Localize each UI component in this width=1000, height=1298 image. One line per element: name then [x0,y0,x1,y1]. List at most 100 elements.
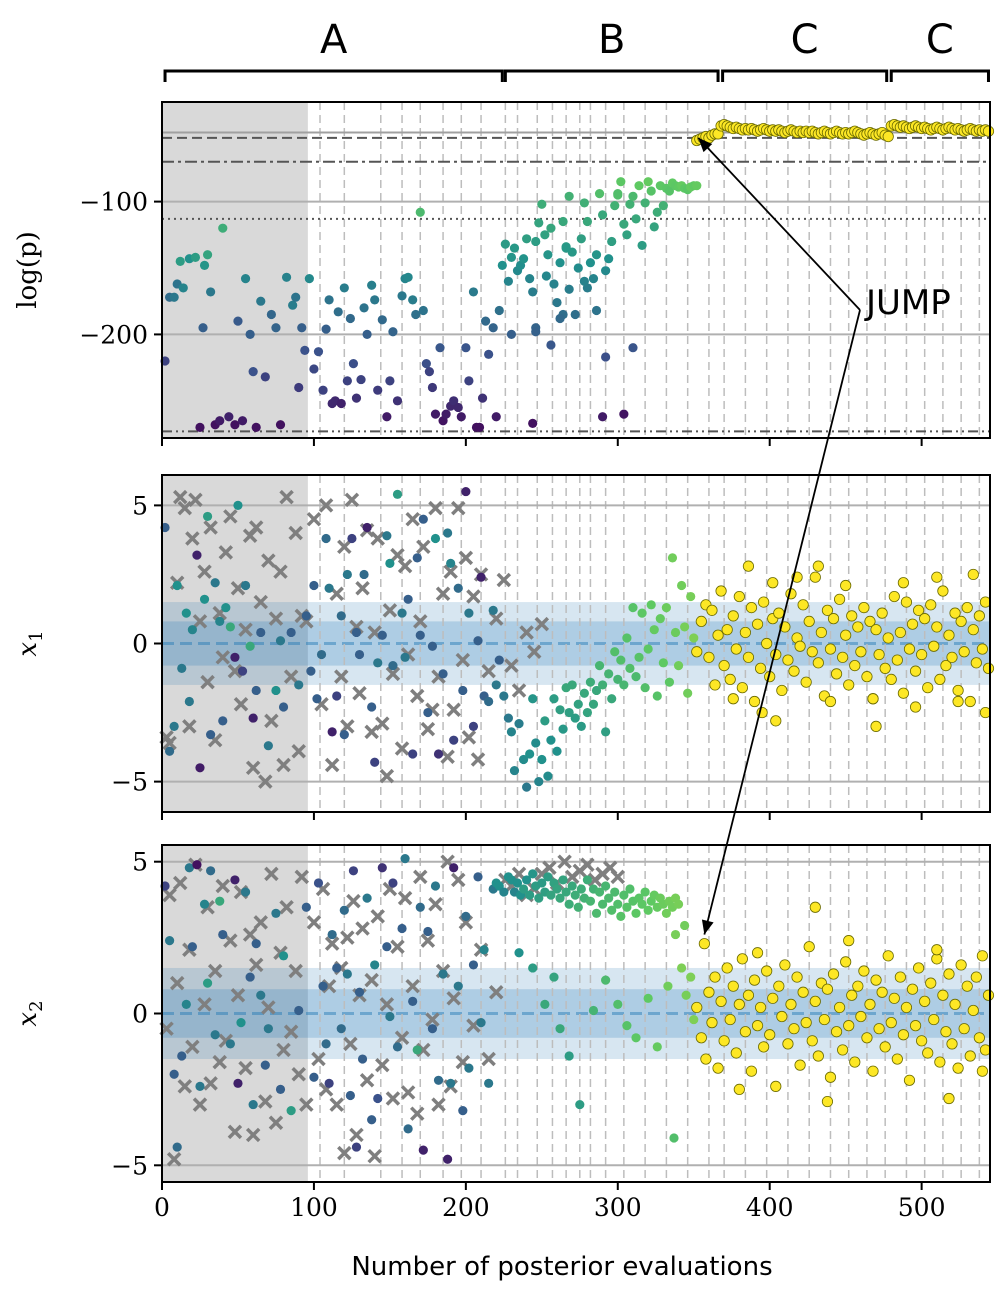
sample-point [294,1005,304,1016]
sample-point [812,560,824,572]
rejected-point [245,760,261,776]
sample-point [879,662,891,674]
sample-point [646,186,656,196]
rejected-point [451,872,466,888]
sample-point [192,550,202,560]
sample-point [573,699,583,709]
sample-point [288,300,298,310]
sample-point [294,680,304,690]
sample-point [546,735,556,745]
rejected-point [504,658,519,673]
sample-point [607,236,617,247]
rejected-point [276,757,291,773]
rejected-point [223,509,238,524]
sample-point [286,1106,296,1116]
sample-point [418,514,428,524]
sample-point [549,694,559,704]
sample-point [928,1013,940,1026]
sample-point [206,866,216,876]
rejected-point [405,978,420,994]
sample-point [187,942,197,952]
sample-point [670,627,681,638]
sample-point [788,665,800,677]
sample-point [481,316,491,326]
rejected-point [367,1148,382,1164]
sample-point [739,1026,751,1038]
rejected-point [172,875,188,891]
sample-point [392,396,403,406]
sample-point [555,1024,565,1034]
rejected-point [346,893,361,909]
sample-point [683,688,693,698]
rejected-point [233,697,249,712]
sample-point [885,1017,897,1029]
sample-point [543,771,553,781]
rejected-point [238,622,253,637]
sample-point [427,1024,438,1034]
sample-point [388,878,398,888]
sample-point [591,305,602,316]
sample-point [446,1078,456,1088]
sample-point [260,372,270,382]
sample-point [597,899,608,909]
sample-point [491,412,501,422]
sample-point [916,648,928,661]
rejected-point [264,866,279,882]
sample-point [248,366,258,377]
sample-point [955,959,967,971]
sample-point [982,989,995,1001]
sample-point [619,890,629,900]
sample-point [256,627,266,638]
sample-point [891,654,903,666]
phase-bracket [163,69,504,82]
sample-point [700,1053,712,1065]
sample-point [949,998,961,1010]
sample-point [604,893,614,903]
rejected-point [203,520,218,535]
sample-point [800,1017,812,1029]
sample-point [178,283,188,293]
sample-point [336,398,346,409]
rejected-point [526,644,542,660]
sample-point [591,908,602,918]
y-tick-label: −5 [111,768,148,797]
sample-point [403,594,413,604]
rejected-point [405,511,420,527]
rejected-point [253,915,268,930]
sample-point [695,615,707,628]
rejected-point [311,1051,326,1067]
sample-point [373,658,383,668]
rejected-point [370,531,385,546]
sample-point [698,938,710,950]
sample-point [382,942,392,952]
sample-point [528,869,538,879]
sample-point [461,343,471,353]
sample-point [348,359,359,369]
sample-point [514,948,524,958]
warmup-region [162,845,308,1182]
sample-point [797,599,809,611]
sample-point [248,713,258,723]
sample-point [275,420,286,430]
sample-point [604,669,614,679]
sample-point [631,214,641,224]
sample-point [400,854,410,864]
sample-point [397,608,407,618]
rejected-point [385,1091,401,1106]
rejected-point [242,927,258,942]
sample-point [961,980,973,992]
rejected-point [273,564,288,579]
sample-point [464,1063,474,1073]
sample-point [423,926,433,937]
sample-point [909,665,922,677]
sample-point [564,284,574,294]
rejected-point [268,1115,284,1131]
sample-point [691,646,703,658]
sample-point [385,376,395,386]
sample-point [518,254,529,264]
sample-point [655,614,665,624]
sample-point [408,295,418,305]
sample-point [706,604,718,616]
rejected-point [425,1012,440,1027]
sample-point [458,1106,468,1116]
